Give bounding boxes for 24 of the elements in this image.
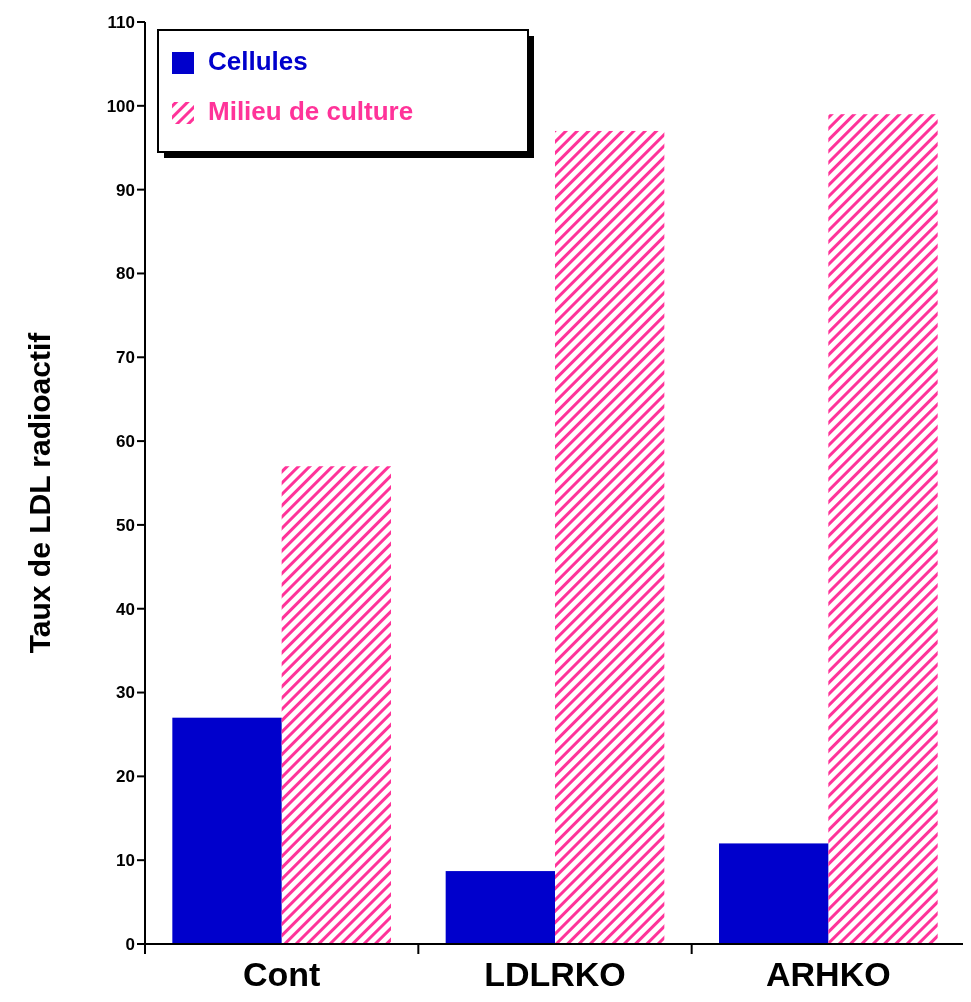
y-tick-label: 60: [116, 432, 135, 452]
x-tick-label: ARHKO: [766, 955, 891, 993]
legend-label: Cellules: [208, 46, 308, 76]
y-tick-label: 50: [116, 515, 135, 535]
bar: [445, 871, 555, 944]
y-tick-label: 80: [116, 264, 135, 284]
bar: [555, 130, 665, 944]
y-tick-label: 0: [125, 934, 135, 954]
y-tick-label: 40: [116, 599, 135, 619]
x-tick-label: Cont: [242, 955, 321, 993]
y-tick-label: 70: [116, 348, 135, 368]
bar: [281, 466, 391, 944]
y-tick-label: 100: [106, 96, 135, 116]
x-tick-label: LDLRKO: [484, 955, 626, 993]
y-tick-label: 30: [116, 683, 135, 703]
y-tick-label: 10: [116, 851, 135, 871]
y-tick-label: 20: [116, 767, 135, 787]
bar: [719, 843, 829, 944]
bar: [828, 114, 938, 944]
bar: [172, 717, 282, 944]
legend-label: Milieu de culture: [208, 96, 414, 126]
y-tick-label: 90: [116, 180, 135, 200]
y-axis-title: Taux de LDL radioactif: [23, 331, 56, 654]
y-tick-label: 110: [107, 12, 135, 32]
